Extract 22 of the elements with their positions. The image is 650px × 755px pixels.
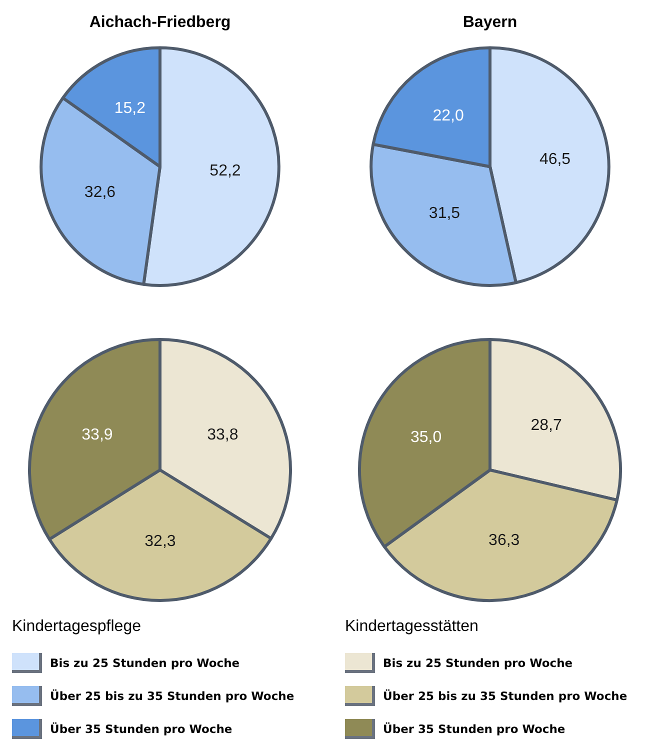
legend-label: Bis zu 25 Stunden pro Woche (383, 656, 573, 670)
legend-label: Über 35 Stunden pro Woche (50, 722, 232, 736)
chart-title: Bayern (462, 14, 518, 32)
legend-label: Über 35 Stunden pro Woche (383, 722, 566, 736)
data-label: 36,3 (488, 532, 520, 549)
data-label: 33,8 (207, 426, 238, 444)
legend-label: Über 25 bis zu 35 Stunden pro Woche (383, 688, 628, 702)
legend-label: Über 25 bis zu 35 Stunden pro Woche (50, 688, 294, 702)
legend-title: Kindertagespflege (12, 618, 142, 636)
data-label: 22,0 (432, 108, 464, 125)
legend-label: Bis zu 25 Stunden pro Woche (50, 656, 240, 670)
data-label: 31,5 (428, 204, 460, 222)
data-label: 15,2 (114, 100, 146, 117)
data-label: 28,7 (530, 416, 562, 434)
chart-title: Aichach-Friedberg (89, 14, 231, 32)
legend-title: Kindertagesstätten (345, 618, 480, 636)
data-label: 32,6 (84, 184, 116, 201)
data-label: 33,9 (82, 426, 113, 444)
data-label: 46,5 (539, 150, 571, 168)
data-label: 52,2 (210, 162, 241, 180)
data-label: 32,3 (144, 533, 176, 550)
data-label: 35,0 (410, 428, 442, 446)
